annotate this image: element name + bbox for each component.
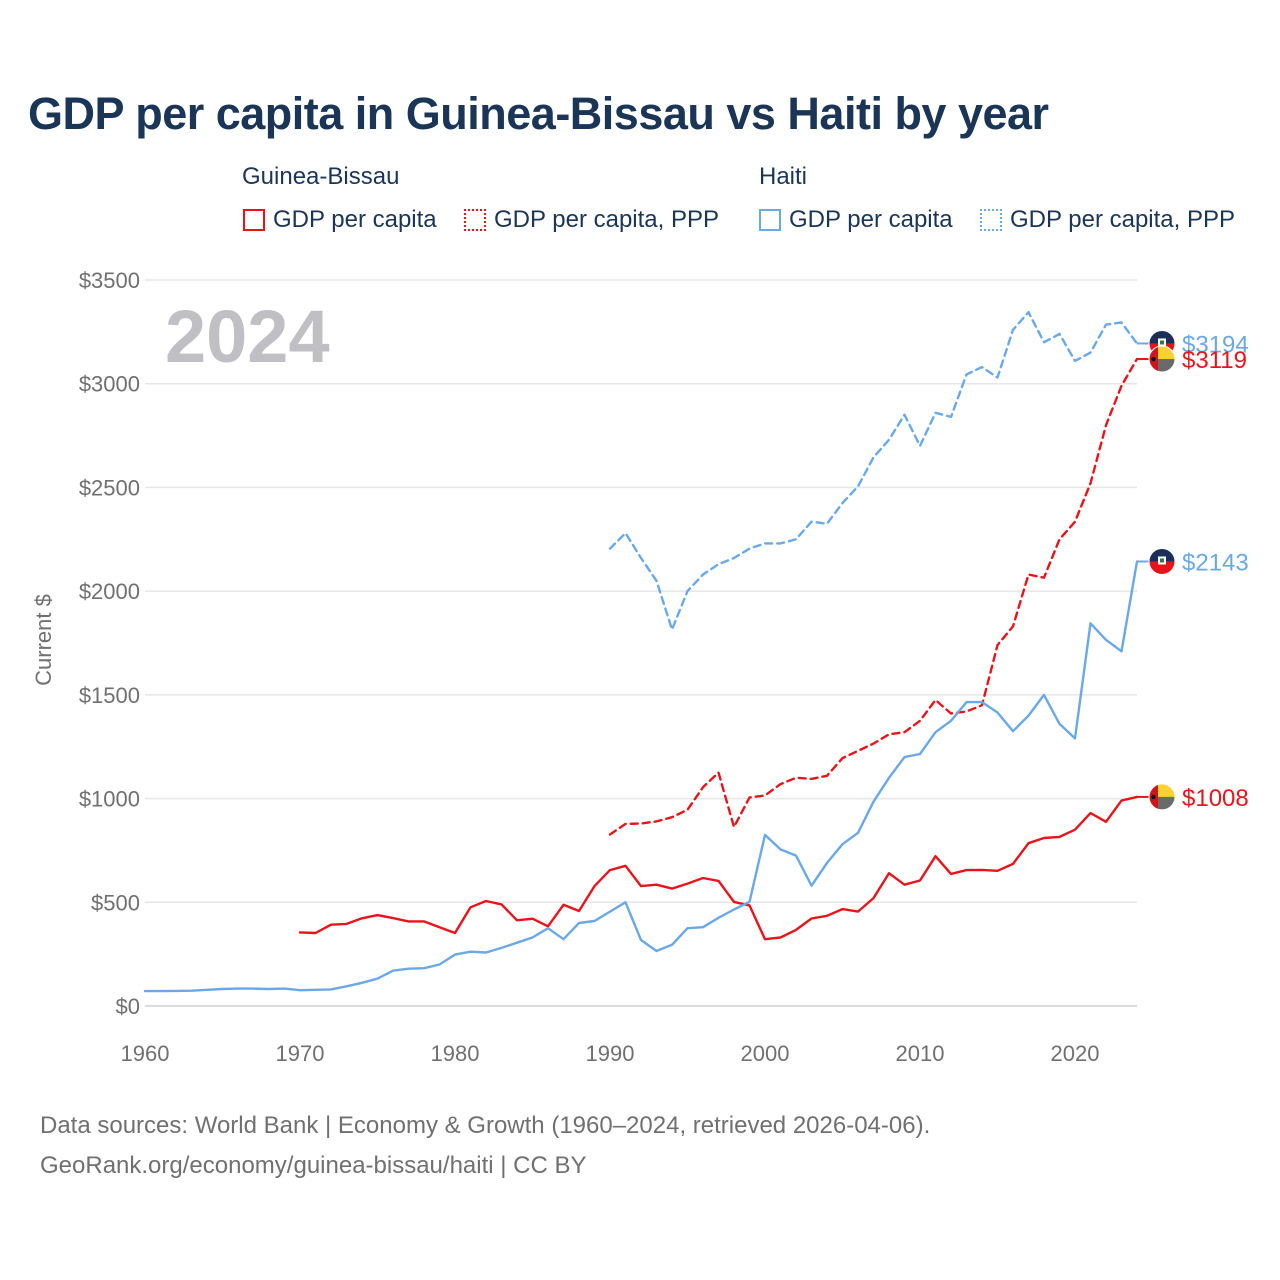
x-tick-label: 1960 bbox=[121, 1041, 170, 1066]
x-tick-label: 1970 bbox=[276, 1041, 325, 1066]
x-tick-label: 1990 bbox=[586, 1041, 635, 1066]
legend-swatch-dotted-blue bbox=[980, 209, 1002, 231]
legend-item-gb-ppp[interactable]: GDP per capita, PPP bbox=[464, 206, 719, 234]
footer: Data sources: World Bank | Economy & Gro… bbox=[40, 1106, 930, 1186]
end-value-label-gb_ppp: $3119 bbox=[1182, 347, 1247, 374]
legend-label-gb-gdp: GDP per capita bbox=[273, 206, 437, 233]
legend-label-ht-gdp: GDP per capita bbox=[789, 206, 953, 233]
end-value-label-ht_ppp: $3194 bbox=[1182, 331, 1249, 358]
y-tick-label: $2000 bbox=[79, 579, 140, 604]
x-axis-ticks: 1960 1970 1980 1990 2000 2010 2020 bbox=[121, 1041, 1100, 1066]
legend-swatch-solid-blue bbox=[759, 209, 781, 231]
legend-item-ht-ppp[interactable]: GDP per capita, PPP bbox=[980, 206, 1235, 234]
y-tick-label: $0 bbox=[116, 994, 140, 1019]
x-tick-label: 1980 bbox=[431, 1041, 480, 1066]
line-chart: 2024 $0 $500 $1000 $1500 $2000 $2500 $3000 $350… bbox=[31, 268, 1249, 1066]
y-tick-label: $1000 bbox=[79, 787, 140, 812]
legend-label-gb-ppp: GDP per capita, PPP bbox=[494, 206, 719, 233]
y-tick-label: $2500 bbox=[79, 475, 140, 500]
chart-title: GDP per capita in Guinea-Bissau vs Haiti… bbox=[28, 88, 1049, 139]
y-tick-label: $1500 bbox=[79, 683, 140, 708]
gridlines bbox=[145, 279, 1137, 1007]
x-tick-label: 2020 bbox=[1051, 1041, 1100, 1066]
end-markers: $3194$3119 $2143 $1008 bbox=[1137, 329, 1249, 812]
year-watermark: 2024 bbox=[165, 295, 330, 378]
end-value-label-ht_gdp: $2143 bbox=[1182, 549, 1249, 576]
y-tick-label: $3000 bbox=[79, 372, 140, 397]
series-line-ht_gdp bbox=[143, 560, 1139, 993]
series-lines bbox=[143, 311, 1139, 993]
guinea-bissau-flag-icon bbox=[1148, 345, 1176, 373]
end-value-label-gb_gdp: $1008 bbox=[1182, 785, 1249, 812]
y-tick-label: $500 bbox=[91, 890, 140, 915]
series-line-ht_ppp bbox=[608, 311, 1139, 631]
y-axis-title: Current $ bbox=[31, 594, 56, 686]
legend-label-ht-ppp: GDP per capita, PPP bbox=[1010, 206, 1235, 233]
legend-item-gb-gdp[interactable]: GDP per capita bbox=[243, 206, 437, 234]
footer-link[interactable]: GeoRank.org/economy/guinea-bissau/haiti … bbox=[40, 1152, 587, 1179]
series-line-gb_ppp bbox=[608, 357, 1139, 836]
series-line-gb_gdp bbox=[298, 795, 1139, 941]
legend-title-guinea-bissau: Guinea-Bissau bbox=[242, 163, 400, 190]
x-tick-label: 2010 bbox=[896, 1041, 945, 1066]
x-tick-label: 2000 bbox=[741, 1041, 790, 1066]
legend-swatch-solid-red bbox=[243, 209, 265, 231]
haiti-flag-icon bbox=[1148, 547, 1176, 575]
legend-swatch-dotted-red bbox=[464, 209, 486, 231]
guinea-bissau-flag-icon bbox=[1148, 783, 1176, 811]
y-tick-label: $3500 bbox=[79, 268, 140, 293]
legend-item-ht-gdp[interactable]: GDP per capita bbox=[759, 206, 953, 234]
footer-sources: Data sources: World Bank | Economy & Gro… bbox=[40, 1112, 931, 1139]
y-axis-ticks: $0 $500 $1000 $1500 $2000 $2500 $3000 $3500 bbox=[79, 268, 140, 1019]
legend-title-haiti: Haiti bbox=[759, 163, 808, 190]
